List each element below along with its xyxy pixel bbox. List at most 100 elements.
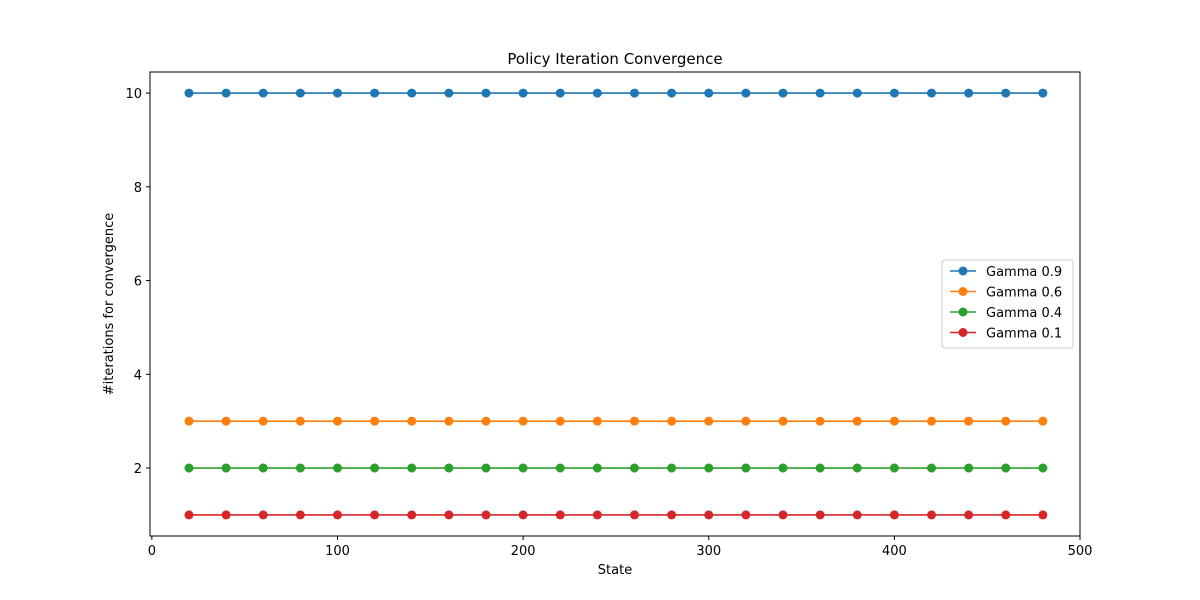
data-point xyxy=(667,463,677,473)
y-tick-label: 6 xyxy=(134,275,142,290)
data-point xyxy=(778,463,788,473)
data-point xyxy=(1038,416,1048,426)
data-point xyxy=(629,416,639,426)
data-point xyxy=(295,510,305,520)
data-point xyxy=(592,88,602,98)
data-point xyxy=(889,510,899,520)
data-point xyxy=(518,463,528,473)
data-point xyxy=(741,88,751,98)
data-point xyxy=(592,416,602,426)
data-point xyxy=(629,510,639,520)
data-point xyxy=(444,510,454,520)
data-point xyxy=(555,416,565,426)
data-point xyxy=(221,88,231,98)
x-axis: 0 100 200 300 400 500 xyxy=(148,536,1093,559)
data-point xyxy=(184,463,194,473)
data-point xyxy=(778,416,788,426)
y-axis: 2 4 6 8 10 xyxy=(125,87,150,477)
data-point xyxy=(184,88,194,98)
y-axis-label: #iterations for convergence xyxy=(102,213,117,396)
chart-title: Policy Iteration Convergence xyxy=(507,50,722,68)
data-point xyxy=(444,416,454,426)
data-point xyxy=(704,463,714,473)
legend-swatch-marker xyxy=(958,328,968,337)
legend-label: Gamma 0.4 xyxy=(986,306,1062,321)
legend-label: Gamma 0.1 xyxy=(986,327,1062,342)
data-point xyxy=(258,463,268,473)
x-axis-label: State xyxy=(598,563,632,578)
plot-area xyxy=(184,88,1048,520)
data-point xyxy=(295,463,305,473)
data-point xyxy=(407,463,417,473)
data-point xyxy=(964,88,974,98)
data-point xyxy=(295,88,305,98)
data-point xyxy=(592,510,602,520)
data-point xyxy=(926,88,936,98)
y-tick-label: 4 xyxy=(134,368,142,383)
data-point xyxy=(184,510,194,520)
data-point xyxy=(704,88,714,98)
data-point xyxy=(221,510,231,520)
data-point xyxy=(555,510,565,520)
data-point xyxy=(481,463,491,473)
data-point xyxy=(704,510,714,520)
data-point xyxy=(926,510,936,520)
data-point xyxy=(481,416,491,426)
data-point xyxy=(332,88,342,98)
x-tick-label: 100 xyxy=(325,544,350,559)
data-point xyxy=(407,510,417,520)
data-point xyxy=(555,88,565,98)
legend: Gamma 0.9 Gamma 0.6 Gamma 0.4 Gamma 0.1 xyxy=(941,259,1074,349)
data-point xyxy=(407,88,417,98)
data-point xyxy=(629,88,639,98)
x-tick-label: 200 xyxy=(511,544,536,559)
x-tick-label: 400 xyxy=(882,544,907,559)
data-point xyxy=(852,510,862,520)
data-point xyxy=(370,88,380,98)
data-point xyxy=(1001,510,1011,520)
data-point xyxy=(778,510,788,520)
data-point xyxy=(741,463,751,473)
legend-swatch-marker xyxy=(958,307,968,317)
data-point xyxy=(407,416,417,426)
data-point xyxy=(481,88,491,98)
axes-frame xyxy=(149,71,1081,537)
data-point xyxy=(332,463,342,473)
data-point xyxy=(592,463,602,473)
data-point xyxy=(741,510,751,520)
data-point xyxy=(332,416,342,426)
data-point xyxy=(481,510,491,520)
legend-label: Gamma 0.9 xyxy=(986,265,1062,280)
data-point xyxy=(258,510,268,520)
data-point xyxy=(815,510,825,520)
legend-swatch-marker xyxy=(958,266,968,276)
data-point xyxy=(852,463,862,473)
data-point xyxy=(889,88,899,98)
data-point xyxy=(852,88,862,98)
data-point xyxy=(889,463,899,473)
legend-box xyxy=(941,259,1074,349)
data-point xyxy=(926,463,936,473)
data-point xyxy=(1001,463,1011,473)
data-point xyxy=(370,510,380,520)
data-point xyxy=(1038,510,1048,520)
data-point xyxy=(295,416,305,426)
x-tick-label: 500 xyxy=(1068,544,1093,559)
data-point xyxy=(518,416,528,426)
data-point xyxy=(815,416,825,426)
data-point xyxy=(629,463,639,473)
y-tick-label: 2 xyxy=(134,462,142,477)
legend-label: Gamma 0.6 xyxy=(986,286,1062,301)
data-point xyxy=(184,416,194,426)
data-point xyxy=(815,88,825,98)
data-point xyxy=(704,416,714,426)
data-point xyxy=(221,463,231,473)
y-tick-label: 10 xyxy=(125,87,142,102)
data-point xyxy=(667,510,677,520)
data-point xyxy=(889,416,899,426)
data-point xyxy=(964,510,974,520)
data-point xyxy=(964,416,974,426)
data-point xyxy=(518,88,528,98)
data-point xyxy=(778,88,788,98)
data-point xyxy=(444,88,454,98)
